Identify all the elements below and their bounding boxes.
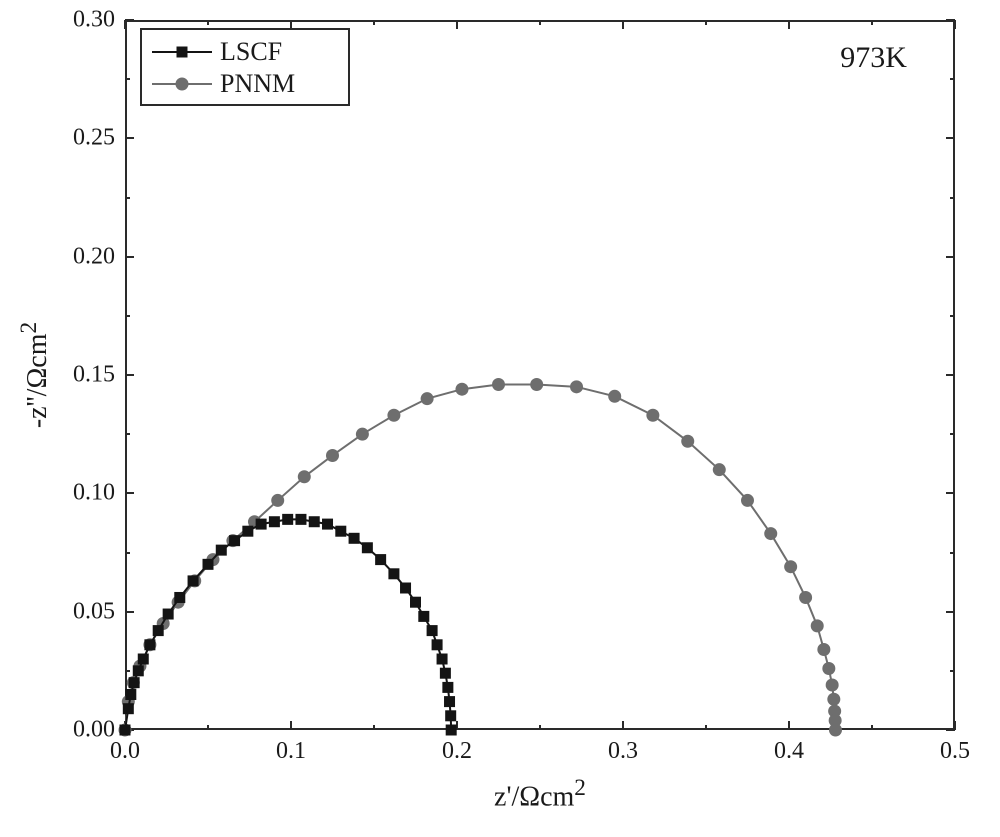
series-marker-lscf	[375, 554, 386, 565]
series-marker-lscf	[282, 514, 293, 525]
series-marker-lscf	[437, 654, 448, 665]
series-marker-lscf	[440, 668, 451, 679]
series-marker-lscf	[216, 545, 227, 556]
series-marker-lscf	[256, 519, 267, 530]
series-marker-lscf	[362, 542, 373, 553]
series-marker-lscf	[309, 516, 320, 527]
series-marker-lscf	[125, 689, 136, 700]
series-marker-lscf	[322, 519, 333, 530]
series-marker-lscf	[446, 725, 457, 736]
series-marker-lscf	[269, 516, 280, 527]
series-marker-lscf	[388, 568, 399, 579]
series-marker-lscf	[153, 625, 164, 636]
series-marker-lscf	[432, 639, 443, 650]
series-marker-lscf	[442, 682, 453, 693]
series-marker-lscf	[144, 639, 155, 650]
series-marker-lscf	[163, 609, 174, 620]
series-marker-lscf	[203, 559, 214, 570]
series-marker-lscf	[242, 526, 253, 537]
series-marker-lscf	[133, 665, 144, 676]
series-marker-lscf	[427, 625, 438, 636]
series-marker-lscf	[188, 575, 199, 586]
series-marker-lscf	[174, 592, 185, 603]
series-marker-lscf	[138, 654, 149, 665]
series-marker-lscf	[410, 597, 421, 608]
series-marker-lscf	[295, 514, 306, 525]
series-marker-lscf	[445, 710, 456, 721]
series-marker-lscf	[400, 583, 411, 594]
figure: -z''/Ωcm2 z'/Ωcm2 973K LSCFPNNM 0.00.10.…	[0, 0, 1000, 837]
series-marker-lscf	[418, 611, 429, 622]
series-marker-lscf	[229, 535, 240, 546]
series-marker-lscf	[129, 677, 140, 688]
series-marker-lscf	[335, 526, 346, 537]
series-marker-lscf	[123, 703, 134, 714]
series-marker-lscf	[120, 725, 131, 736]
series-marker-lscf	[444, 696, 455, 707]
series-line-lscf	[125, 519, 451, 730]
series-marker-lscf	[349, 533, 360, 544]
series-lscf	[0, 0, 1000, 837]
